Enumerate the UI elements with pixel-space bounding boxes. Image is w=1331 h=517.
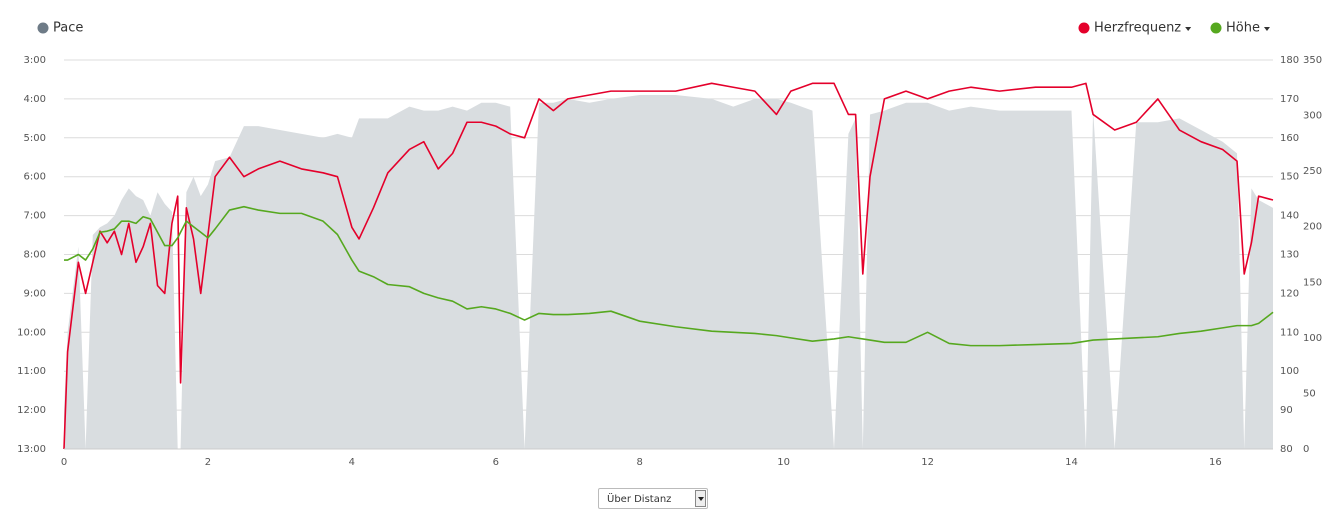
x-tick-label: 8 — [637, 457, 643, 468]
legend-marker[interactable] — [1078, 22, 1090, 34]
legend-marker[interactable] — [37, 22, 49, 34]
pace-area — [64, 95, 1273, 449]
dropdown[interactable]: Über Distanz — [598, 488, 708, 509]
series-line — [63, 82, 1274, 450]
y3-tick-label: 200 — [1303, 222, 1322, 233]
y-tick-label: 11:00 — [17, 366, 46, 377]
y-tick-label: 9:00 — [24, 288, 46, 299]
y2-tick-label: 180 — [1280, 55, 1299, 66]
x-tick-label: 4 — [349, 457, 355, 468]
y2-tick-label: 170 — [1280, 94, 1299, 105]
y3-tick-label: 150 — [1303, 277, 1322, 288]
y3-tick-label: 0 — [1303, 444, 1309, 455]
x-tick-label: 6 — [493, 457, 499, 468]
y2-tick-label: 130 — [1280, 250, 1299, 261]
y3-tick-label: 300 — [1303, 111, 1322, 122]
y2-tick-label: 80 — [1280, 444, 1293, 455]
y3-tick-label: 50 — [1303, 388, 1316, 399]
x-tick-label: 0 — [61, 457, 67, 468]
y2-tick-label: 100 — [1280, 366, 1299, 377]
y2-tick-label: 140 — [1280, 211, 1299, 222]
y-tick-label: 5:00 — [24, 133, 46, 144]
y2-tick-label: 120 — [1280, 288, 1299, 299]
x-tick-label: 14 — [1065, 457, 1078, 468]
legend-label[interactable]: Pace — [53, 21, 83, 36]
legend-marker[interactable] — [1210, 22, 1222, 34]
x-tick-label: 12 — [921, 457, 934, 468]
legend-arrow — [1263, 27, 1270, 31]
series-line — [64, 205, 1274, 347]
legend-label[interactable]: Herzfrequenz — [1094, 21, 1181, 36]
x-tick-label: 2 — [205, 457, 211, 468]
y2-tick-label: 110 — [1280, 327, 1299, 338]
y-tick-label: 12:00 — [17, 405, 46, 416]
y2-tick-label: 90 — [1280, 405, 1293, 416]
y-tick-label: 10:00 — [17, 327, 46, 338]
y-tick-label: 13:00 — [17, 444, 46, 455]
y-tick-label: 3:00 — [24, 55, 46, 66]
x-tick-label: 16 — [1209, 457, 1222, 468]
y3-tick-label: 250 — [1303, 166, 1322, 177]
legend-label[interactable]: Höhe — [1226, 21, 1260, 36]
dropdown-label: Über Distanz — [607, 494, 672, 505]
y-tick-label: 4:00 — [24, 94, 46, 105]
y3-tick-label: 100 — [1303, 333, 1322, 344]
y-tick-label: 6:00 — [24, 172, 46, 183]
y-tick-label: 7:00 — [24, 211, 46, 222]
dropdown-arrow[interactable] — [695, 490, 706, 507]
legend-arrow — [1185, 27, 1192, 31]
y-tick-label: 8:00 — [24, 250, 46, 261]
y2-tick-label: 160 — [1280, 133, 1299, 144]
y2-tick-label: 150 — [1280, 172, 1299, 183]
x-tick-label: 10 — [777, 457, 790, 468]
y3-tick-label: 350 — [1303, 55, 1322, 66]
